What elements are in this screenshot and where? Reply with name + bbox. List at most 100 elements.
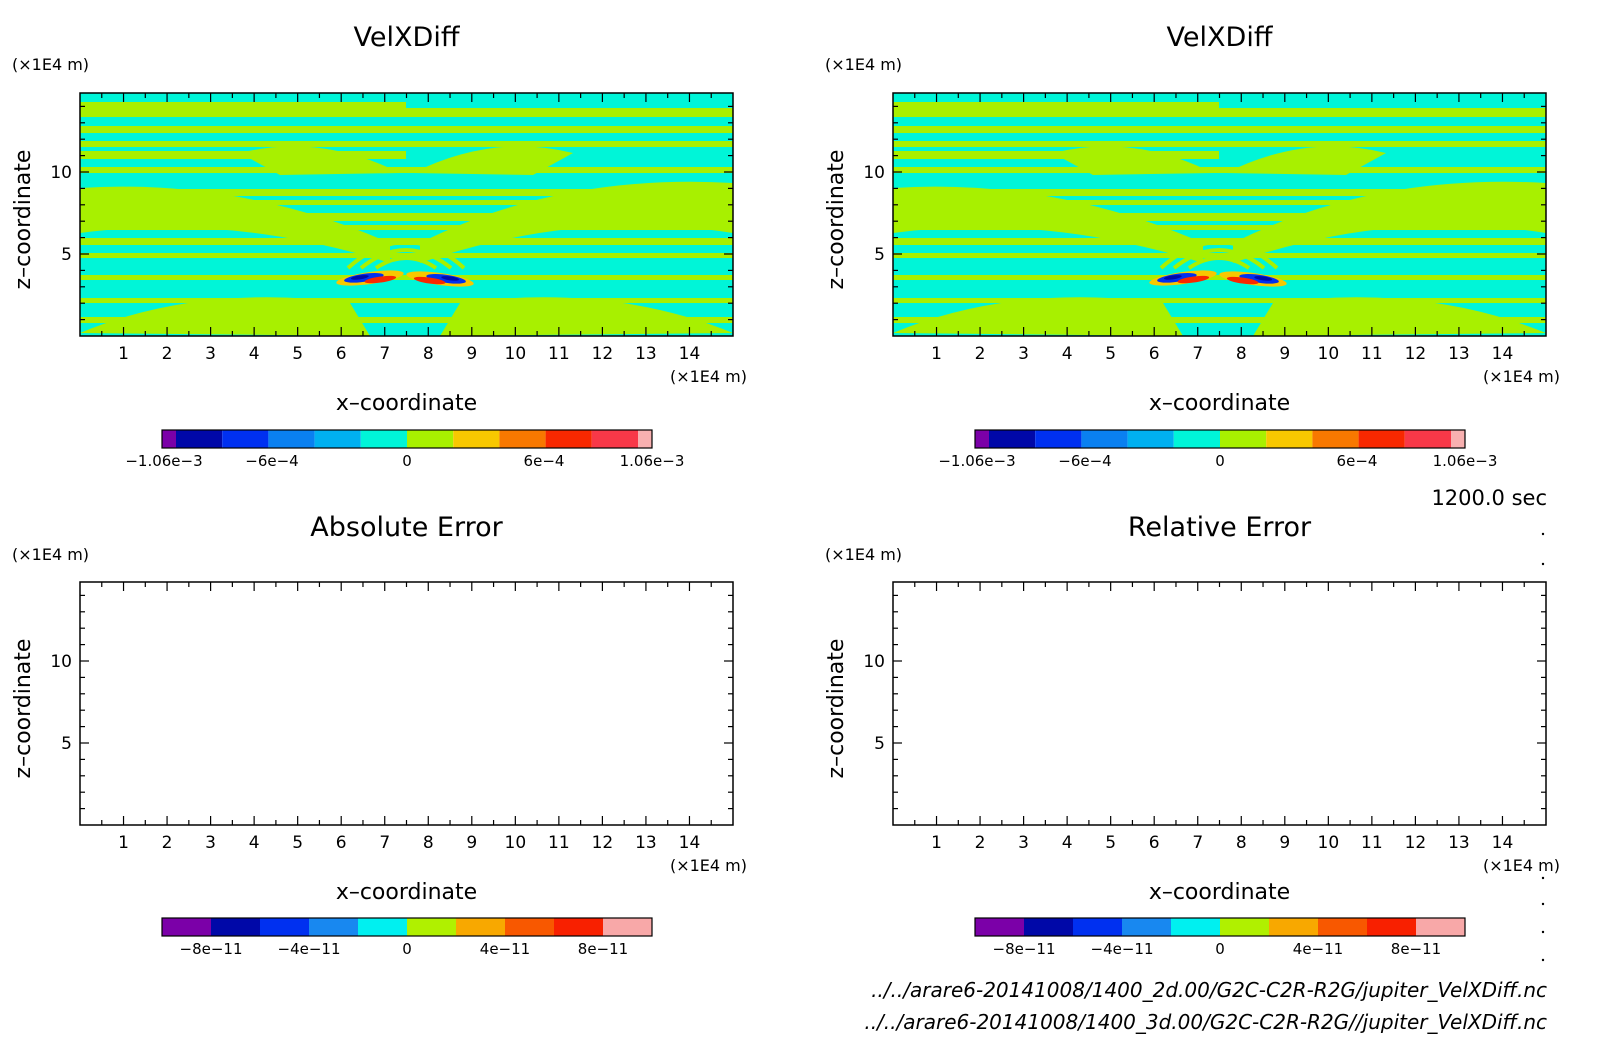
- panel-2: VelXDiff(×1E4 m)1 2 3 4 5 6 7 8 9 10 11 12 13 14510(×…: [824, 22, 1560, 470]
- colorbar-swatch: [1035, 430, 1082, 448]
- x-tick-label: 2: [162, 833, 173, 853]
- colorbar-swatch: [1312, 430, 1359, 448]
- colorbar-swatch: [1416, 918, 1465, 936]
- colorbar-swatch: [1269, 918, 1318, 936]
- x-tick-label: 8: [423, 344, 434, 364]
- colorbar-label: 8e−11: [1391, 940, 1441, 958]
- colorbar-swatch: [176, 430, 223, 448]
- colorbar-label: −1.06e−3: [938, 452, 1015, 470]
- colorbar-swatch: [1358, 430, 1405, 448]
- colorbar-swatch: [554, 918, 603, 936]
- panel-3: Absolute Error(×1E4 m)1 2 3 4 5 6 7 8 9 10 11 12 13 1…: [11, 512, 747, 958]
- colorbar: −8e−11 −4e−11 0 4e−11 8e−11: [974, 917, 1466, 958]
- colorbar-swatch: [1266, 430, 1313, 448]
- colorbar-swatch: [260, 918, 309, 936]
- plot-frame: [79, 581, 734, 826]
- colorbar-swatch: [360, 430, 407, 448]
- x-tick-label: 13: [635, 833, 657, 853]
- x-tick-label: 3: [205, 833, 216, 853]
- y-tick-label: 5: [874, 734, 885, 754]
- colorbar-swatch: [1171, 918, 1220, 936]
- x-tick-label: 2: [162, 344, 173, 364]
- colorbar-swatch: [499, 430, 546, 448]
- x-axis-label: x–coordinate: [336, 391, 477, 416]
- x-tick-label: 6: [336, 344, 347, 364]
- x-tick-label: 1: [118, 833, 129, 853]
- x-tick-label: 8: [1236, 833, 1247, 853]
- colorbar-label: 0: [402, 452, 412, 470]
- x-tick-label: 7: [379, 344, 390, 364]
- y-tick-label: 5: [874, 245, 885, 265]
- colorbar-label: 1.06e−3: [620, 452, 685, 470]
- colorbar-label: −6e−4: [1058, 452, 1111, 470]
- colorbar-swatch: [989, 430, 1036, 448]
- x-tick-label: 5: [292, 833, 303, 853]
- x-tick-label: 3: [205, 344, 216, 364]
- x-tick-label: 6: [336, 833, 347, 853]
- colorbar-label: 6e−4: [1337, 452, 1378, 470]
- x-tick-label: 5: [1105, 833, 1116, 853]
- x-tick-label: 10: [505, 833, 527, 853]
- panel-title: Absolute Error: [310, 512, 503, 543]
- colorbar-swatch: [456, 918, 505, 936]
- colorbar-label: 8e−11: [578, 940, 628, 958]
- y-unit-label: (×1E4 m): [12, 55, 89, 74]
- colorbar-swatch: [211, 918, 260, 936]
- colorbar-swatch: [1173, 430, 1220, 448]
- colorbar: −1.06e−3 −6e−4 0 6e−4 1.06e−3: [125, 429, 685, 470]
- colorbar-swatch: [268, 430, 315, 448]
- x-tick-label: 7: [1192, 344, 1203, 364]
- colorbar-swatch: [975, 918, 1024, 936]
- x-tick-label: 12: [1405, 344, 1427, 364]
- panel-title: VelXDiff: [354, 22, 461, 53]
- colorbar-swatch: [453, 430, 500, 448]
- x-tick-label: 1: [931, 344, 942, 364]
- colorbar-swatch: [591, 430, 638, 448]
- colorbar-label: 4e−11: [1293, 940, 1343, 958]
- colorbar-label: 4e−11: [480, 940, 530, 958]
- x-tick-label: 5: [1105, 344, 1116, 364]
- colorbar-swatch: [1024, 918, 1073, 936]
- colorbar-swatch: [603, 918, 652, 936]
- x-tick-label: 9: [1279, 344, 1290, 364]
- colorbar-swatch: [1404, 430, 1451, 448]
- colorbar-label: 1.06e−3: [1433, 452, 1498, 470]
- colorbar: −8e−11 −4e−11 0 4e−11 8e−11: [161, 917, 653, 958]
- x-unit-label: (×1E4 m): [1483, 367, 1560, 386]
- x-tick-label: 10: [1318, 344, 1340, 364]
- x-tick-label: 8: [1236, 344, 1247, 364]
- colorbar-label: 6e−4: [524, 452, 565, 470]
- y-axis-label: z–coordinate: [11, 150, 36, 290]
- x-tick-label: 13: [1448, 833, 1470, 853]
- colorbar-swatch: [407, 918, 456, 936]
- x-tick-label: 6: [1149, 344, 1160, 364]
- colorbar: −1.06e−3 −6e−4 0 6e−4 1.06e−3: [938, 429, 1498, 470]
- colorbar-swatch: [1220, 918, 1269, 936]
- x-tick-label: 8: [423, 833, 434, 853]
- y-axis-label: z–coordinate: [824, 639, 849, 779]
- x-tick-label: 1: [931, 833, 942, 853]
- time-label: 1200.0 sec: [1431, 486, 1547, 510]
- x-axis-label: x–coordinate: [336, 880, 477, 905]
- x-tick-label: 6: [1149, 833, 1160, 853]
- stray-dots: [1541, 532, 1545, 962]
- x-axis-label: x–coordinate: [1149, 880, 1290, 905]
- y-unit-label: (×1E4 m): [825, 55, 902, 74]
- colorbar-label: −4e−11: [1091, 940, 1154, 958]
- colorbar-label: −4e−11: [278, 940, 341, 958]
- panel-4: Relative Error(×1E4 m)1 2 3 4 5 6 7 8 9 10 11 12 13 1…: [824, 512, 1560, 958]
- x-tick-label: 14: [1492, 344, 1514, 364]
- x-tick-label: 2: [975, 833, 986, 853]
- colorbar-swatch: [407, 430, 454, 448]
- x-tick-label: 14: [679, 344, 701, 364]
- colorbar-swatch: [1073, 918, 1122, 936]
- x-tick-label: 11: [1361, 833, 1383, 853]
- x-tick-label: 10: [1318, 833, 1340, 853]
- x-tick-label: 13: [1448, 344, 1470, 364]
- y-axis-label: z–coordinate: [11, 639, 36, 779]
- colorbar-swatch: [1127, 430, 1174, 448]
- colorbar-label: −1.06e−3: [125, 452, 202, 470]
- y-tick-label: 10: [863, 163, 885, 183]
- x-tick-label: 4: [1062, 344, 1073, 364]
